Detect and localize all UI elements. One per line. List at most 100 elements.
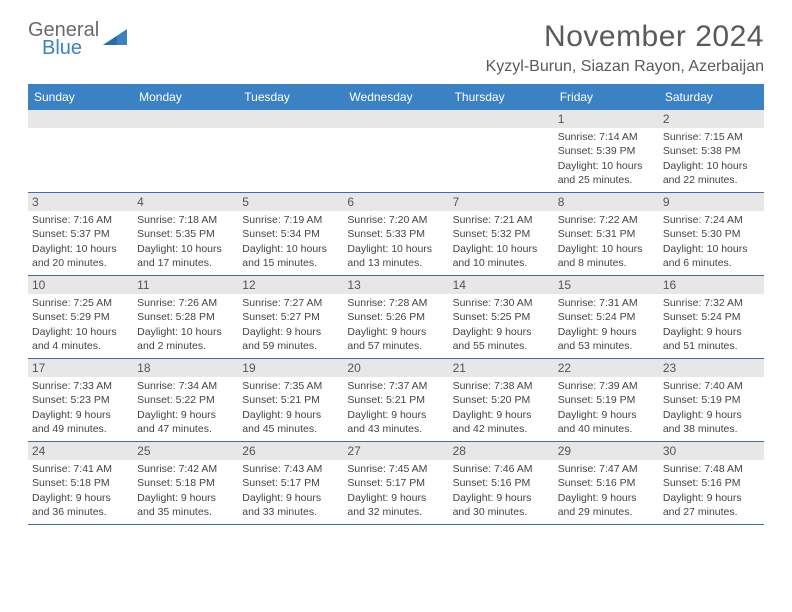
day-cell: 26Sunrise: 7:43 AMSunset: 5:17 PMDayligh…	[238, 442, 343, 524]
day-detail-line: Daylight: 9 hours	[558, 408, 655, 422]
day-number: 8	[554, 193, 659, 211]
day-detail-line: Sunset: 5:22 PM	[137, 393, 234, 407]
day-detail-line: and 53 minutes.	[558, 339, 655, 353]
day-cell: 11Sunrise: 7:26 AMSunset: 5:28 PMDayligh…	[133, 276, 238, 358]
empty-day	[28, 110, 133, 128]
triangle-icon	[103, 27, 129, 54]
day-number: 24	[28, 442, 133, 460]
day-detail-line: Daylight: 10 hours	[558, 242, 655, 256]
title-block: November 2024 Kyzyl-Burun, Siazan Rayon,…	[486, 20, 764, 76]
day-detail-line: and 2 minutes.	[137, 339, 234, 353]
day-number: 2	[659, 110, 764, 128]
day-detail-line: Sunrise: 7:27 AM	[242, 296, 339, 310]
day-cell	[28, 110, 133, 192]
day-detail-line: and 47 minutes.	[137, 422, 234, 436]
location-subtitle: Kyzyl-Burun, Siazan Rayon, Azerbaijan	[486, 58, 764, 76]
day-detail-line: Sunset: 5:33 PM	[347, 227, 444, 241]
day-detail-line: Sunset: 5:16 PM	[453, 476, 550, 490]
logo-word-blue: Blue	[42, 38, 99, 58]
day-detail-line: Sunrise: 7:48 AM	[663, 462, 760, 476]
day-detail-line: and 42 minutes.	[453, 422, 550, 436]
day-detail-line: and 35 minutes.	[137, 505, 234, 519]
day-cell	[449, 110, 554, 192]
weekday-header: Sunday	[28, 84, 133, 110]
page-header: General Blue November 2024 Kyzyl-Burun, …	[28, 20, 764, 76]
empty-day	[133, 110, 238, 128]
month-title: November 2024	[486, 20, 764, 54]
day-cell: 20Sunrise: 7:37 AMSunset: 5:21 PMDayligh…	[343, 359, 448, 441]
calendar-grid: Sunday Monday Tuesday Wednesday Thursday…	[28, 84, 764, 525]
day-detail-line: Daylight: 9 hours	[663, 325, 760, 339]
day-detail-line: Daylight: 10 hours	[453, 242, 550, 256]
day-detail-line: Sunset: 5:35 PM	[137, 227, 234, 241]
weeks-container: 1Sunrise: 7:14 AMSunset: 5:39 PMDaylight…	[28, 110, 764, 525]
day-detail-line: and 4 minutes.	[32, 339, 129, 353]
day-detail-line: Sunrise: 7:21 AM	[453, 213, 550, 227]
day-detail-line: and 57 minutes.	[347, 339, 444, 353]
day-detail-line: Sunrise: 7:30 AM	[453, 296, 550, 310]
day-cell: 24Sunrise: 7:41 AMSunset: 5:18 PMDayligh…	[28, 442, 133, 524]
day-detail-line: Sunset: 5:29 PM	[32, 310, 129, 324]
day-cell: 21Sunrise: 7:38 AMSunset: 5:20 PMDayligh…	[449, 359, 554, 441]
day-detail-line: Sunset: 5:26 PM	[347, 310, 444, 324]
day-number: 10	[28, 276, 133, 294]
day-detail-line: Sunrise: 7:37 AM	[347, 379, 444, 393]
day-detail-line: Sunrise: 7:31 AM	[558, 296, 655, 310]
day-detail-line: Daylight: 9 hours	[347, 325, 444, 339]
day-number: 16	[659, 276, 764, 294]
day-cell: 7Sunrise: 7:21 AMSunset: 5:32 PMDaylight…	[449, 193, 554, 275]
day-cell: 1Sunrise: 7:14 AMSunset: 5:39 PMDaylight…	[554, 110, 659, 192]
day-detail-line: Sunrise: 7:34 AM	[137, 379, 234, 393]
week-row: 24 Sunrise: 7:41 AM Sunset: 5:18 PM Dayligh…	[28, 442, 764, 525]
day-detail-line: Sunrise: 7:25 AM	[32, 296, 129, 310]
day-detail-line: Sunrise: 7:41 AM	[32, 462, 129, 476]
day-cell: 28Sunrise: 7:46 AMSunset: 5:16 PMDayligh…	[449, 442, 554, 524]
day-detail-line: Sunset: 5:17 PM	[242, 476, 339, 490]
day-number: 21	[449, 359, 554, 377]
day-detail-line: Sunrise: 7:46 AM	[453, 462, 550, 476]
day-cell: 22Sunrise: 7:39 AMSunset: 5:19 PMDayligh…	[554, 359, 659, 441]
day-detail-line: Daylight: 9 hours	[453, 408, 550, 422]
day-detail-line: and 30 minutes.	[453, 505, 550, 519]
day-detail-line: Sunrise: 7:28 AM	[347, 296, 444, 310]
day-number: 9	[659, 193, 764, 211]
day-number: 30	[659, 442, 764, 460]
day-detail-line: and 40 minutes.	[558, 422, 655, 436]
day-cell: 17Sunrise: 7:33 AMSunset: 5:23 PMDayligh…	[28, 359, 133, 441]
day-detail-line: Sunset: 5:28 PM	[137, 310, 234, 324]
day-detail-line: Daylight: 9 hours	[242, 491, 339, 505]
day-detail-line: Sunset: 5:24 PM	[558, 310, 655, 324]
day-detail-line: and 36 minutes.	[32, 505, 129, 519]
day-detail-line: Daylight: 10 hours	[137, 242, 234, 256]
day-detail-line: Sunrise: 7:33 AM	[32, 379, 129, 393]
day-detail-line: Sunrise: 7:14 AM	[558, 130, 655, 144]
day-detail-line: Daylight: 9 hours	[242, 325, 339, 339]
day-detail-line: Sunset: 5:16 PM	[663, 476, 760, 490]
day-detail-line: and 15 minutes.	[242, 256, 339, 270]
day-number: 4	[133, 193, 238, 211]
day-detail-line: Daylight: 9 hours	[558, 325, 655, 339]
day-cell: 8Sunrise: 7:22 AMSunset: 5:31 PMDaylight…	[554, 193, 659, 275]
day-number: 1	[554, 110, 659, 128]
day-detail-line: Daylight: 9 hours	[347, 491, 444, 505]
day-detail-line: Sunrise: 7:45 AM	[347, 462, 444, 476]
day-detail-line: Daylight: 10 hours	[32, 242, 129, 256]
day-cell: 10Sunrise: 7:25 AMSunset: 5:29 PMDayligh…	[28, 276, 133, 358]
day-detail-line: Sunrise: 7:19 AM	[242, 213, 339, 227]
empty-day	[238, 110, 343, 128]
day-detail-line: Daylight: 9 hours	[242, 408, 339, 422]
weekday-header: Thursday	[449, 84, 554, 110]
day-number: 27	[343, 442, 448, 460]
day-detail-line: Sunset: 5:30 PM	[663, 227, 760, 241]
day-number: 15	[554, 276, 659, 294]
day-detail-line: Sunset: 5:24 PM	[663, 310, 760, 324]
week-row: 17Sunrise: 7:33 AMSunset: 5:23 PMDayligh…	[28, 359, 764, 442]
day-detail-line: Sunset: 5:18 PM	[137, 476, 234, 490]
day-detail-line: Daylight: 9 hours	[347, 408, 444, 422]
day-detail-line: Daylight: 9 hours	[663, 408, 760, 422]
day-detail-line: and 6 minutes.	[663, 256, 760, 270]
day-detail-line: Sunrise: 7:39 AM	[558, 379, 655, 393]
day-detail-line: Daylight: 9 hours	[32, 491, 129, 505]
day-cell: 12Sunrise: 7:27 AMSunset: 5:27 PMDayligh…	[238, 276, 343, 358]
calendar-page: General Blue November 2024 Kyzyl-Burun, …	[0, 0, 792, 525]
